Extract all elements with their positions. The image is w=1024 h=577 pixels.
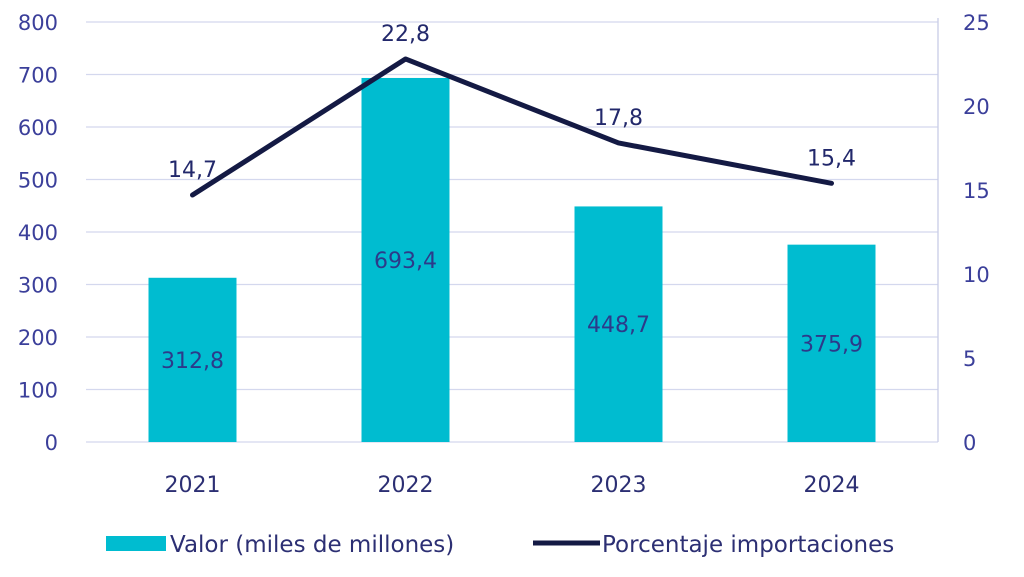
right-tick-label: 15: [963, 179, 990, 203]
line-point: [830, 181, 833, 185]
right-tick-label: 25: [963, 11, 990, 35]
line-point: [404, 57, 407, 61]
left-tick-label: 700: [18, 64, 58, 88]
left-tick-label: 300: [18, 274, 58, 298]
line-value-label: 17,8: [594, 106, 643, 131]
line-value-label: 15,4: [807, 146, 856, 171]
line-point: [617, 141, 620, 145]
left-tick-label: 600: [18, 116, 58, 140]
left-tick-label: 500: [18, 169, 58, 193]
left-tick-label: 0: [45, 431, 58, 455]
bar-value-label: 312,8: [161, 349, 224, 374]
bar-labels: 312,8 693,4 448,7 375,9: [161, 249, 863, 374]
right-tick-label: 20: [963, 95, 990, 119]
legend: Valor (miles de millones) Porcentaje imp…: [106, 532, 894, 558]
bar: [361, 77, 450, 442]
left-tick-label: 100: [18, 379, 58, 403]
right-tick-label: 0: [963, 431, 976, 455]
left-tick-label: 800: [18, 11, 58, 35]
bar-series: [148, 77, 876, 442]
line-path: [190, 56, 834, 198]
bar: [787, 244, 876, 442]
right-tick-label: 5: [963, 347, 976, 371]
bar: [574, 206, 663, 442]
line-series: [190, 56, 834, 198]
x-tick-label: 2023: [591, 473, 647, 498]
left-tick-label: 200: [18, 326, 58, 350]
x-tick-label: 2024: [804, 473, 860, 498]
x-tick-label: 2022: [378, 473, 434, 498]
legend-bar-label: Valor (miles de millones): [170, 532, 454, 558]
bar: [148, 277, 237, 442]
legend-bar-swatch: [106, 536, 166, 551]
line-value-label: 14,7: [168, 158, 217, 183]
right-tick-label: 10: [963, 263, 990, 287]
right-axis-ticks: 0 5 10 15 20 25: [963, 11, 990, 455]
bar-value-label: 693,4: [374, 249, 437, 274]
left-tick-label: 400: [18, 221, 58, 245]
line-point: [191, 193, 194, 197]
bar-value-label: 375,9: [800, 332, 863, 357]
line-labels: 14,7 22,8 17,8 15,4: [168, 22, 856, 183]
x-axis-ticks: 2021 2022 2023 2024: [165, 473, 860, 498]
legend-line-label: Porcentaje importaciones: [602, 532, 894, 558]
line-value-label: 22,8: [381, 22, 430, 47]
bar-value-label: 448,7: [587, 313, 650, 338]
left-axis-ticks: 0 100 200 300 400 500 600 700 800: [18, 11, 58, 455]
x-tick-label: 2021: [165, 473, 221, 498]
